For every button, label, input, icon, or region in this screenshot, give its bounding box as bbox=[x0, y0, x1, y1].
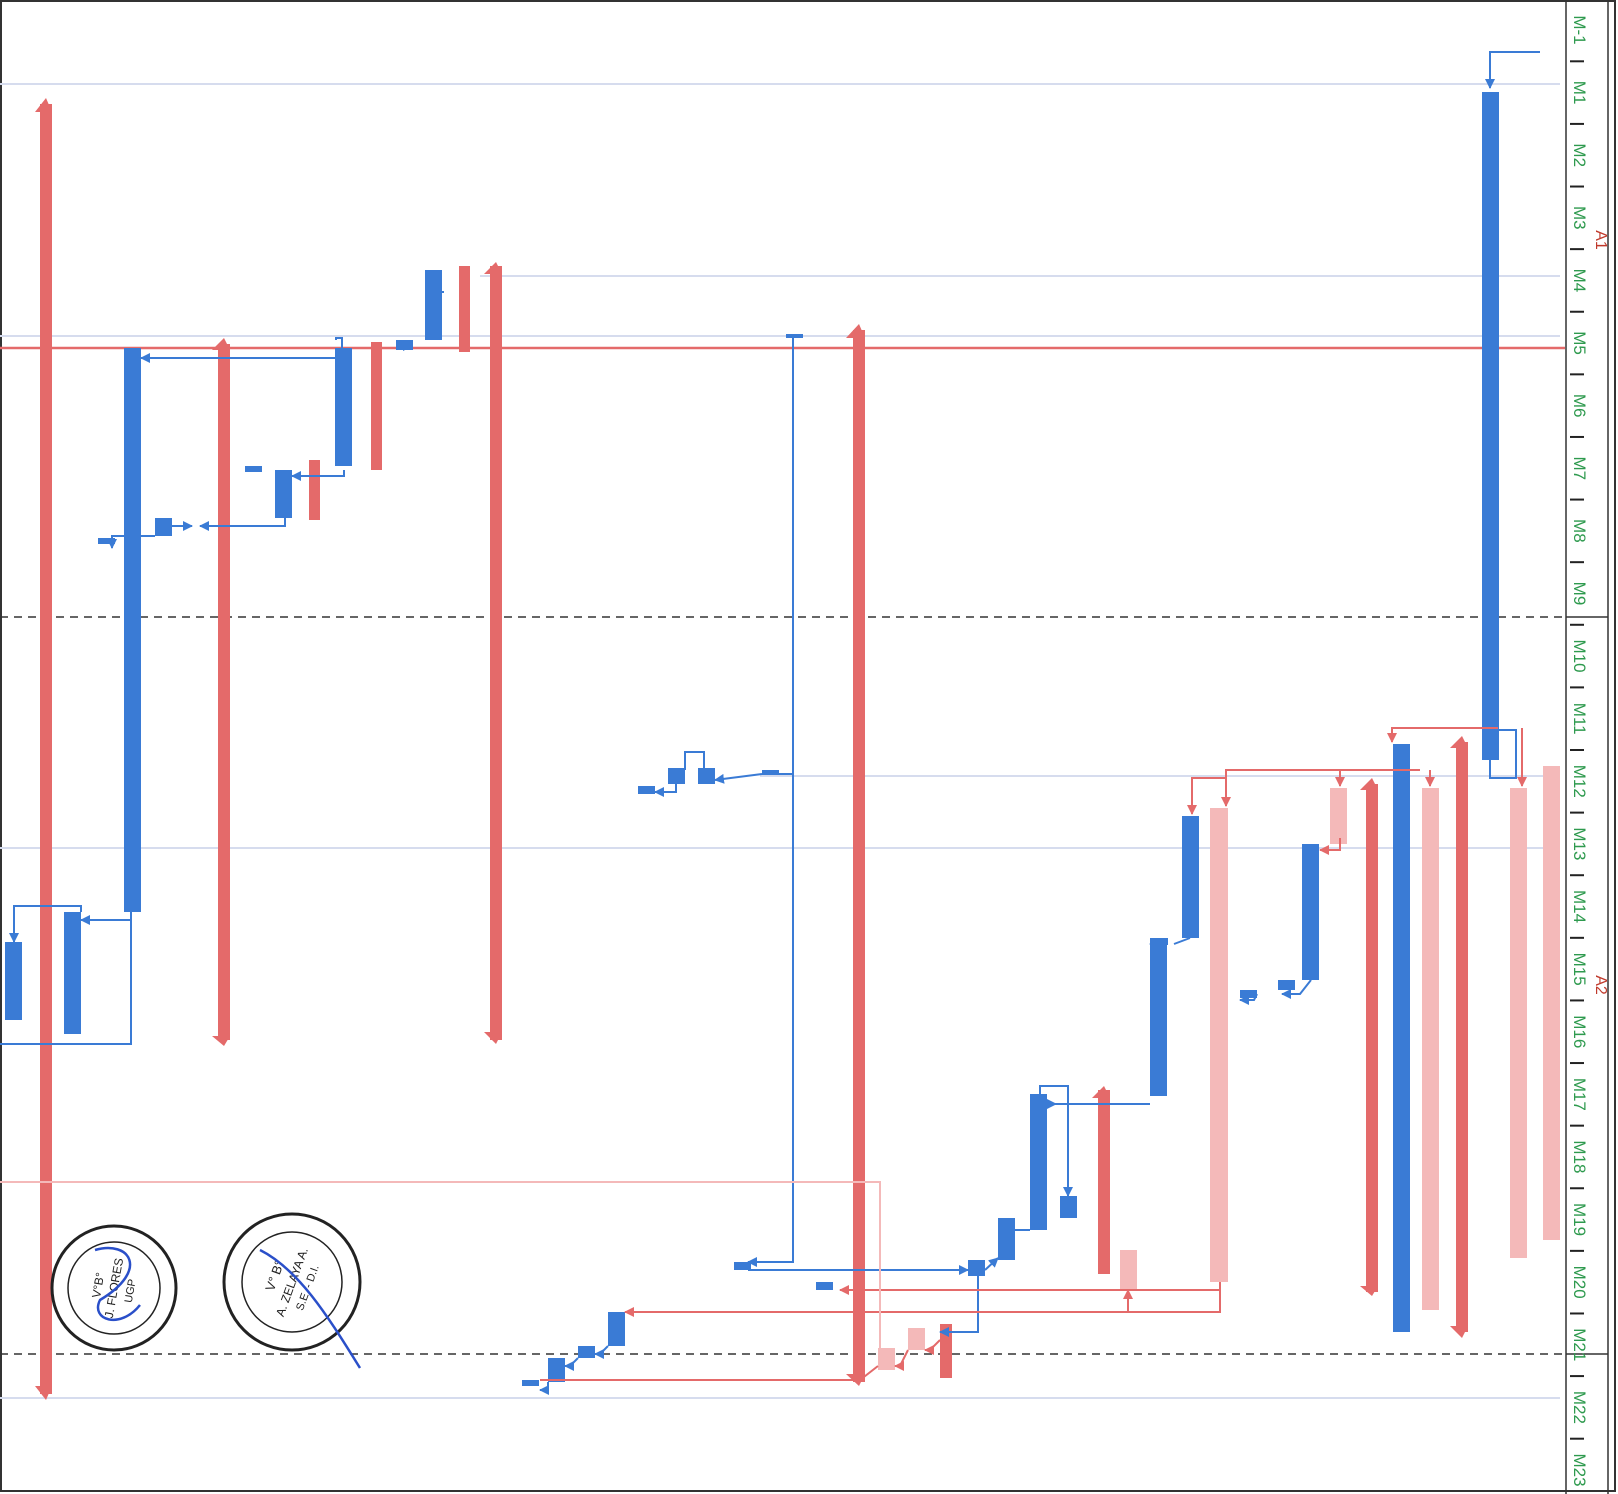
summary-bar-8 bbox=[1450, 736, 1468, 1338]
month-label: M22 bbox=[1570, 1391, 1589, 1424]
red-links bbox=[0, 727, 1527, 1381]
summary-bar-4 bbox=[846, 324, 865, 1386]
summary-bar-3 bbox=[484, 262, 502, 1044]
metrados-costos-stamp: V° B° A. ZELAYA A. S.E. - D.I. bbox=[222, 1212, 362, 1369]
year-label: A1 bbox=[1592, 230, 1609, 250]
baseline-bars bbox=[878, 766, 1560, 1370]
month-label: M18 bbox=[1570, 1140, 1589, 1173]
summary-bar-7 bbox=[1360, 778, 1378, 1296]
month-label: M16 bbox=[1570, 1015, 1589, 1048]
month-label: M21 bbox=[1570, 1328, 1589, 1361]
month-label: M2 bbox=[1570, 143, 1589, 167]
summary-bar-5 bbox=[309, 266, 470, 520]
summary-bar-9 bbox=[940, 1324, 952, 1378]
month-label: M14 bbox=[1570, 890, 1589, 923]
month-label: M12 bbox=[1570, 765, 1589, 798]
timeline-ruler: M-1 M1 M2 M3 M4 M5 M6 M7 M8 M9 M10 M11 M12 M13 M14 M15 M… bbox=[1565, 0, 1609, 1494]
summary-bar-1 bbox=[35, 98, 52, 1400]
month-label: M9 bbox=[1570, 582, 1589, 606]
stamp-line-3: UGP bbox=[123, 1278, 139, 1304]
month-label: M3 bbox=[1570, 206, 1589, 230]
stamp-line-1: V°B° bbox=[89, 1271, 107, 1299]
month-label: M10 bbox=[1570, 640, 1589, 673]
month-label: M20 bbox=[1570, 1266, 1589, 1299]
month-label: M23 bbox=[1570, 1453, 1589, 1486]
month-label: M17 bbox=[1570, 1078, 1589, 1111]
month-label: M19 bbox=[1570, 1203, 1589, 1236]
month-label: M7 bbox=[1570, 456, 1589, 480]
task-bars bbox=[5, 92, 1499, 1386]
month-label: M-1 bbox=[1570, 15, 1589, 44]
summary-bar-6 bbox=[1092, 1086, 1110, 1274]
month-label: M4 bbox=[1570, 269, 1589, 293]
year-separators bbox=[0, 616, 1565, 1355]
summary-bars bbox=[35, 98, 1468, 1400]
blue-links bbox=[0, 51, 1540, 1395]
month-label: M5 bbox=[1570, 331, 1589, 355]
administracion-contratos-stamp: V°B° J. FLORES UGP bbox=[50, 1224, 178, 1352]
year-label: A2 bbox=[1592, 975, 1609, 995]
summary-bar-2 bbox=[212, 338, 230, 1046]
month-label: M6 bbox=[1570, 394, 1589, 418]
month-label: M11 bbox=[1570, 703, 1589, 735]
month-label: M8 bbox=[1570, 519, 1589, 543]
month-label: M13 bbox=[1570, 827, 1589, 860]
month-label: M1 bbox=[1570, 81, 1589, 105]
month-label: M15 bbox=[1570, 953, 1589, 986]
faint-guides bbox=[0, 83, 1560, 1399]
